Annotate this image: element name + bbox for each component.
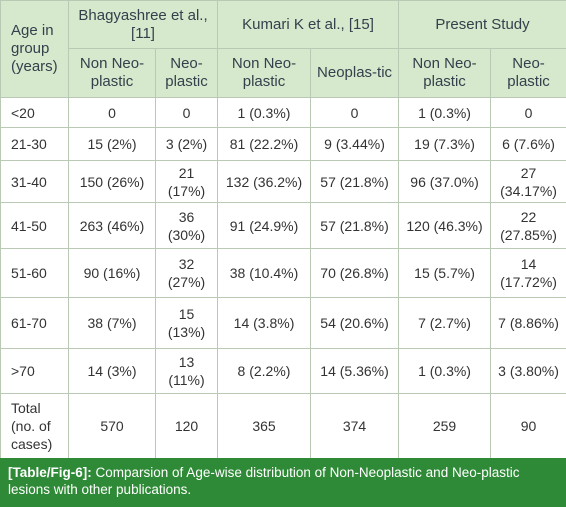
table-cell: 90 [490,393,566,459]
table-cell: 259 [398,393,492,459]
table-cell: 38 (7%) [68,297,156,349]
table-cell: 0 [490,97,566,128]
table-cell: 38 (10.4%) [217,248,312,298]
table-row: >70 14 (3%) 13 (11%) 8 (2.2%) 14 (5.36%) 1 (0… [0,348,566,394]
header-cell: Neo-plastic [154,48,219,98]
table-cell: 8 (2.2%) [217,348,312,394]
table-row: 41-50 263 (46%) 36 (30%) 91 (24.9%) 57 (21.8… [0,202,566,249]
table-cell: 22 (27.85%) [490,202,566,249]
table-cell: 120 [154,393,219,459]
table-cell: 132 (36.2%) [217,160,312,203]
header-cell: Non Neo-plastic [217,48,312,98]
header-cell: Non Neo-plastic [68,48,156,98]
table-cell: 91 (24.9%) [217,202,312,249]
header-cell: Non Neo-plastic [398,48,492,98]
table-cell: 14 (17.72%) [490,248,566,298]
row-label: 21-30 [0,127,69,161]
header-cell: Kumari K et al., [15] [217,0,400,49]
table-cell: 0 [310,97,400,128]
caption: [Table/Fig-6]: Comparsion of Age-wise di… [0,458,566,507]
table-cell: 9 (3.44%) [310,127,400,161]
table-row: Total (no. of cases) 570 120 365 374 259 90 [0,393,566,459]
row-label: 51-60 [0,248,69,298]
header-cell: Neo-plastic [490,48,566,98]
table-cell: 0 [68,97,156,128]
table-cell: 15 (13%) [154,297,219,349]
row-label: Total (no. of cases) [0,393,69,459]
table-row: 21-30 15 (2%) 3 (2%) 81 (22.2%) 9 (3.44%) 19 … [0,127,566,161]
table-cell: 1 (0.3%) [398,97,492,128]
table-cell: 365 [217,393,312,459]
table-cell: 7 (8.86%) [490,297,566,349]
table-cell: 96 (37.0%) [398,160,492,203]
table-cell: 57 (21.8%) [310,202,400,249]
table-cell: 1 (0.3%) [217,97,312,128]
table-cell: 57 (21.8%) [310,160,400,203]
header-cell: Age in group (years) [0,0,69,98]
table-cell: 1 (0.3%) [398,348,492,394]
header-row: Non Neo-plastic Neo-plastic Non Neo-plasti… [1,48,566,98]
table-cell: 3 (2%) [154,127,219,161]
table-cell: 54 (20.6%) [310,297,400,349]
table-cell: 90 (16%) [68,248,156,298]
table-cell: 14 (3%) [68,348,156,394]
table-body: <20 0 0 1 (0.3%) 0 1 (0.3%) 0 21-30 15 (2%) 3 (2%… [0,97,566,459]
table-cell: 150 (26%) [68,160,156,203]
table-cell: 263 (46%) [68,202,156,249]
table-row: <20 0 0 1 (0.3%) 0 1 (0.3%) 0 [0,97,566,128]
table-cell: 27 (34.17%) [490,160,566,203]
table-row: 51-60 90 (16%) 32 (27%) 38 (10.4%) 70 (26.8%… [0,248,566,298]
table-row: 31-40 150 (26%) 21 (17%) 132 (36.2%) 57 (21.… [0,160,566,203]
row-label: 61-70 [0,297,69,349]
header-row: Age in group (years) Bhagyashree et al.,… [0,0,566,98]
header-cell: Bhagyashree et al., [11] [67,0,219,49]
header-cell: Present Study [398,0,566,49]
table-cell: 36 (30%) [154,202,219,249]
table-cell: 0 [154,97,219,128]
table-cell: 13 (11%) [154,348,219,394]
table-cell: 570 [68,393,156,459]
caption-text: Comparsion of Age-wise distribution of N… [8,465,520,497]
caption-label: [Table/Fig-6]: [8,465,92,480]
row-label: 31-40 [0,160,69,203]
data-table: Age in group (years) Bhagyashree et al.,… [0,0,566,459]
header-cell: Neoplas-tic [310,48,400,98]
row-label: <20 [0,97,69,128]
table-cell: 14 (5.36%) [310,348,400,394]
table-cell: 21 (17%) [154,160,219,203]
table-cell: 120 (46.3%) [398,202,492,249]
table-cell: 19 (7.3%) [398,127,492,161]
table-cell: 374 [310,393,400,459]
row-label: >70 [0,348,69,394]
table-cell: 70 (26.8%) [310,248,400,298]
table-cell: 32 (27%) [154,248,219,298]
table-cell: 81 (22.2%) [217,127,312,161]
table-cell: 15 (2%) [68,127,156,161]
table-cell: 15 (5.7%) [398,248,492,298]
table-cell: 3 (3.80%) [490,348,566,394]
row-label: 41-50 [0,202,69,249]
table-cell: 6 (7.6%) [490,127,566,161]
table-cell: 14 (3.8%) [217,297,312,349]
table-row: 61-70 38 (7%) 15 (13%) 14 (3.8%) 54 (20.6%) 7… [0,297,566,349]
table-cell: 7 (2.7%) [398,297,492,349]
